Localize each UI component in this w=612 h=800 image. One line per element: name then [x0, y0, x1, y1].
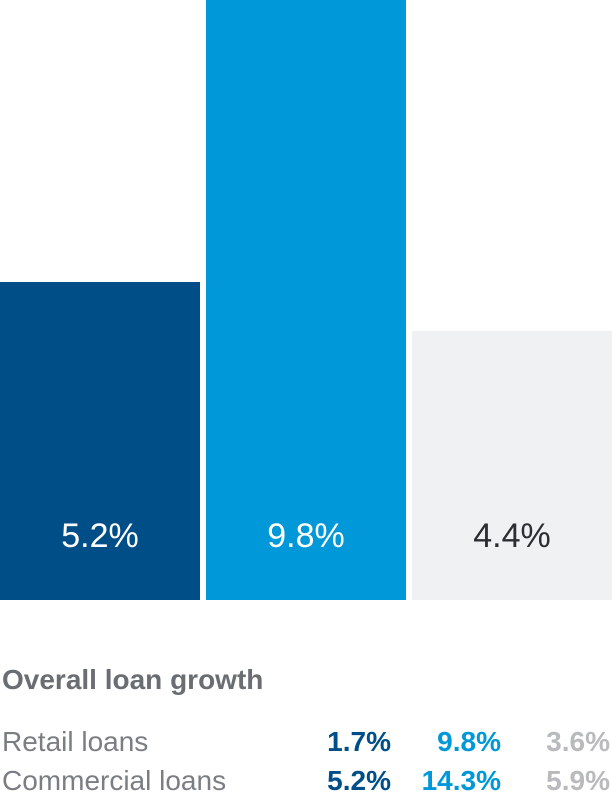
- overall-loan-growth-title: Overall loan growth: [2, 664, 264, 695]
- retail-value-3: 3.6%: [546, 726, 610, 757]
- table-row-retail: Retail loans 1.7% 9.8% 3.6%: [0, 726, 612, 760]
- bar-1: 5.2%: [0, 281, 200, 600]
- bar-3: 4.4%: [412, 330, 612, 600]
- row-label-commercial: Commercial loans: [2, 765, 227, 796]
- bar-value-label-3: 4.4%: [473, 517, 551, 555]
- retail-value-1: 1.7%: [327, 726, 391, 757]
- commercial-value-3: 5.9%: [546, 765, 610, 796]
- row-label-retail: Retail loans: [2, 726, 149, 757]
- commercial-value-1: 5.2%: [327, 765, 391, 796]
- bar-value-label-2: 9.8%: [267, 517, 345, 555]
- commercial-value-2: 14.3%: [421, 765, 501, 796]
- bar-value-label-1: 5.2%: [61, 517, 139, 555]
- table-row-commercial: Commercial loans 5.2% 14.3% 5.9%: [0, 765, 612, 799]
- retail-value-2: 9.8%: [437, 726, 501, 757]
- bar-2: 9.8%: [206, 0, 406, 600]
- bar-chart: 5.2% 9.8% 4.4%: [0, 0, 612, 600]
